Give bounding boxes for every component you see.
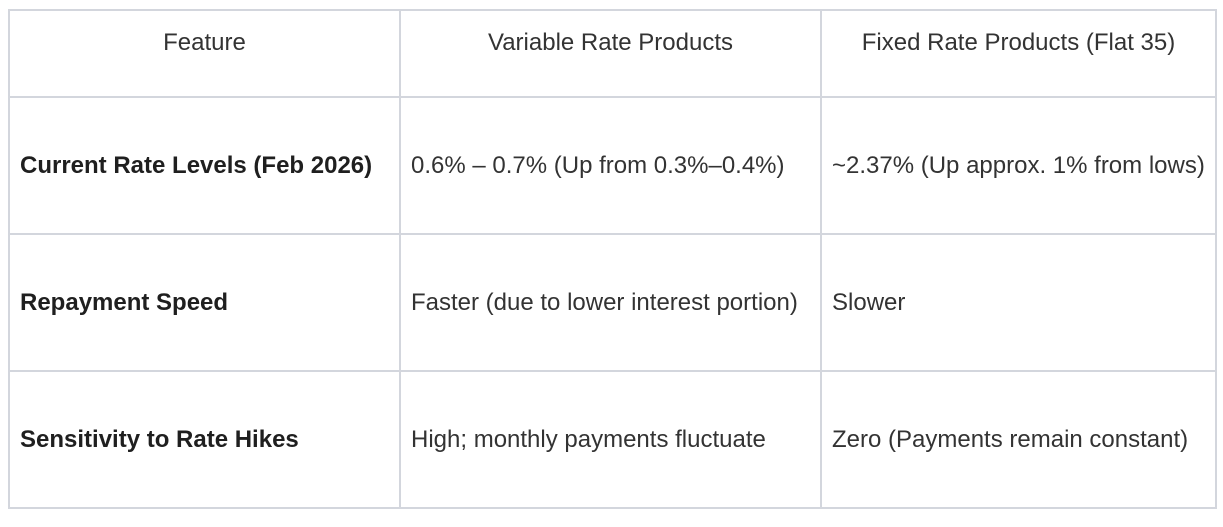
- variable-rate-cell: 0.6% – 0.7% (Up from 0.3%–0.4%): [399, 96, 822, 235]
- table-row: Repayment Speed Faster (due to lower int…: [8, 233, 1217, 372]
- table-row: Sensitivity to Rate Hikes High; monthly …: [8, 370, 1217, 509]
- header-row: Feature Variable Rate Products Fixed Rat…: [8, 9, 1217, 98]
- comparison-table: Feature Variable Rate Products Fixed Rat…: [8, 9, 1217, 509]
- header-feature: Feature: [8, 9, 401, 98]
- fixed-rate-cell: Zero (Payments remain constant): [820, 370, 1217, 509]
- feature-cell: Sensitivity to Rate Hikes: [8, 370, 401, 509]
- feature-cell: Current Rate Levels (Feb 2026): [8, 96, 401, 235]
- header-fixed-rate: Fixed Rate Products (Flat 35): [820, 9, 1217, 98]
- fixed-rate-cell: Slower: [820, 233, 1217, 372]
- variable-rate-cell: High; monthly payments fluctuate: [399, 370, 822, 509]
- table-row: Current Rate Levels (Feb 2026) 0.6% – 0.…: [8, 96, 1217, 235]
- feature-cell: Repayment Speed: [8, 233, 401, 372]
- header-variable-rate: Variable Rate Products: [399, 9, 822, 98]
- variable-rate-cell: Faster (due to lower interest portion): [399, 233, 822, 372]
- fixed-rate-cell: ~2.37% (Up approx. 1% from lows): [820, 96, 1217, 235]
